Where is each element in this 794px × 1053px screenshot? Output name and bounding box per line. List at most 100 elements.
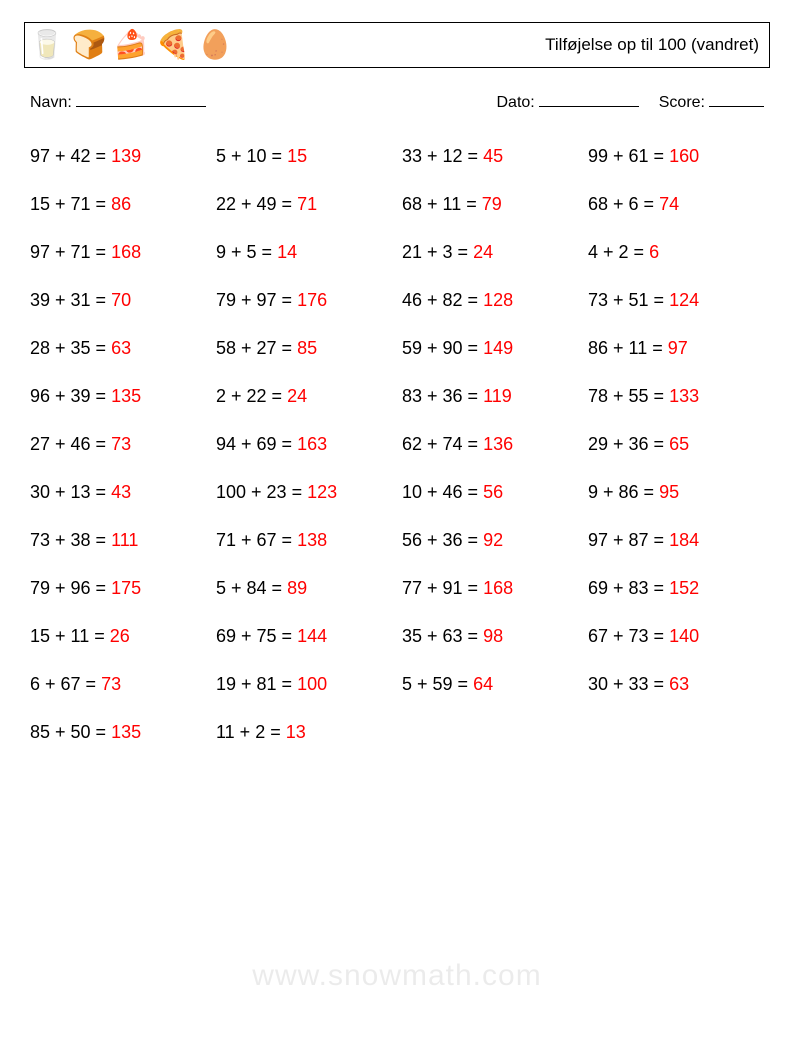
problem-cell: 5 + 59 = 64 <box>402 674 578 695</box>
problem-cell: 29 + 36 = 65 <box>588 434 764 455</box>
header-box: 🥛 🍞 🍰 🍕 🥚 Tilføjelse op til 100 (vandret… <box>24 22 770 68</box>
problem-cell: 6 + 67 = 73 <box>30 674 206 695</box>
problem-expression: 62 + 74 = <box>402 434 483 454</box>
problem-expression: 4 + 2 = <box>588 242 649 262</box>
problem-expression: 96 + 39 = <box>30 386 111 406</box>
problem-expression: 56 + 36 = <box>402 530 483 550</box>
problem-cell: 28 + 35 = 63 <box>30 338 206 359</box>
problem-answer: 13 <box>286 722 306 742</box>
problem-answer: 63 <box>669 674 689 694</box>
problem-cell: 68 + 6 = 74 <box>588 194 764 215</box>
problem-expression: 73 + 38 = <box>30 530 111 550</box>
problem-answer: 71 <box>297 194 317 214</box>
problem-answer: 26 <box>110 626 130 646</box>
problem-cell: 73 + 38 = 111 <box>30 530 206 551</box>
problem-cell: 27 + 46 = 73 <box>30 434 206 455</box>
problem-answer: 139 <box>111 146 141 166</box>
problem-expression: 94 + 69 = <box>216 434 297 454</box>
problem-expression: 77 + 91 = <box>402 578 483 598</box>
problem-expression: 71 + 67 = <box>216 530 297 550</box>
problem-cell: 10 + 46 = 56 <box>402 482 578 503</box>
problem-answer: 135 <box>111 386 141 406</box>
bread-slice-icon: 🍞 <box>71 27 107 63</box>
problem-cell: 30 + 13 = 43 <box>30 482 206 503</box>
problem-cell: 56 + 36 = 92 <box>402 530 578 551</box>
problem-cell: 5 + 84 = 89 <box>216 578 392 599</box>
problem-cell: 69 + 75 = 144 <box>216 626 392 647</box>
problem-cell: 78 + 55 = 133 <box>588 386 764 407</box>
problem-expression: 21 + 3 = <box>402 242 473 262</box>
problem-expression: 10 + 46 = <box>402 482 483 502</box>
problem-answer: 111 <box>111 530 138 550</box>
problem-answer: 24 <box>287 386 307 406</box>
problem-expression: 99 + 61 = <box>588 146 669 166</box>
problem-answer: 43 <box>111 482 131 502</box>
problem-answer: 95 <box>659 482 679 502</box>
problem-cell: 97 + 87 = 184 <box>588 530 764 551</box>
problem-answer: 136 <box>483 434 513 454</box>
problem-expression: 68 + 6 = <box>588 194 659 214</box>
problem-cell <box>588 722 764 743</box>
problem-expression: 83 + 36 = <box>402 386 483 406</box>
problem-expression: 86 + 11 = <box>588 338 668 358</box>
problem-expression: 73 + 51 = <box>588 290 669 310</box>
problem-answer: 73 <box>111 434 131 454</box>
problem-cell: 67 + 73 = 140 <box>588 626 764 647</box>
problem-answer: 15 <box>287 146 307 166</box>
problem-expression: 22 + 49 = <box>216 194 297 214</box>
problem-expression: 58 + 27 = <box>216 338 297 358</box>
milk-carton-icon: 🥛 <box>29 27 65 63</box>
problem-expression: 30 + 33 = <box>588 674 669 694</box>
problem-answer: 123 <box>307 482 337 502</box>
pizza-icon: 🍕 <box>155 27 191 63</box>
header-icons: 🥛 🍞 🍰 🍕 🥚 <box>29 27 233 63</box>
date-score-fields: Dato: Score: <box>497 92 765 112</box>
problem-answer: 176 <box>297 290 327 310</box>
problem-expression: 35 + 63 = <box>402 626 483 646</box>
problem-answer: 86 <box>111 194 131 214</box>
problem-expression: 97 + 42 = <box>30 146 111 166</box>
problem-expression: 5 + 84 = <box>216 578 287 598</box>
problem-answer: 175 <box>111 578 141 598</box>
problem-answer: 152 <box>669 578 699 598</box>
problem-expression: 15 + 71 = <box>30 194 111 214</box>
problem-cell: 15 + 71 = 86 <box>30 194 206 215</box>
problem-expression: 5 + 59 = <box>402 674 473 694</box>
problem-expression: 78 + 55 = <box>588 386 669 406</box>
problem-cell: 62 + 74 = 136 <box>402 434 578 455</box>
problem-answer: 119 <box>483 386 512 406</box>
problem-cell: 9 + 86 = 95 <box>588 482 764 503</box>
problem-answer: 163 <box>297 434 327 454</box>
problem-cell: 99 + 61 = 160 <box>588 146 764 167</box>
problem-cell: 59 + 90 = 149 <box>402 338 578 359</box>
problem-expression: 59 + 90 = <box>402 338 483 358</box>
problem-expression: 5 + 10 = <box>216 146 287 166</box>
date-label: Dato: <box>497 94 535 112</box>
problem-expression: 67 + 73 = <box>588 626 669 646</box>
problem-answer: 85 <box>297 338 317 358</box>
problem-answer: 56 <box>483 482 503 502</box>
problem-expression: 6 + 67 = <box>30 674 101 694</box>
problem-answer: 140 <box>669 626 699 646</box>
problem-expression: 28 + 35 = <box>30 338 111 358</box>
problem-cell: 58 + 27 = 85 <box>216 338 392 359</box>
problem-answer: 135 <box>111 722 141 742</box>
problem-answer: 24 <box>473 242 493 262</box>
problem-cell: 83 + 36 = 119 <box>402 386 578 407</box>
problem-cell: 4 + 2 = 6 <box>588 242 764 263</box>
problem-expression: 33 + 12 = <box>402 146 483 166</box>
problem-answer: 79 <box>482 194 502 214</box>
egg-icon: 🥚 <box>197 27 233 63</box>
problem-cell: 97 + 42 = 139 <box>30 146 206 167</box>
problem-expression: 46 + 82 = <box>402 290 483 310</box>
problem-expression: 2 + 22 = <box>216 386 287 406</box>
problem-expression: 27 + 46 = <box>30 434 111 454</box>
name-label: Navn: <box>30 94 72 112</box>
problem-answer: 168 <box>111 242 141 262</box>
problem-answer: 124 <box>669 290 699 310</box>
problem-cell: 15 + 11 = 26 <box>30 626 206 647</box>
problem-expression: 79 + 96 = <box>30 578 111 598</box>
problem-cell: 79 + 96 = 175 <box>30 578 206 599</box>
problem-cell: 96 + 39 = 135 <box>30 386 206 407</box>
problem-expression: 15 + 11 = <box>30 626 110 646</box>
